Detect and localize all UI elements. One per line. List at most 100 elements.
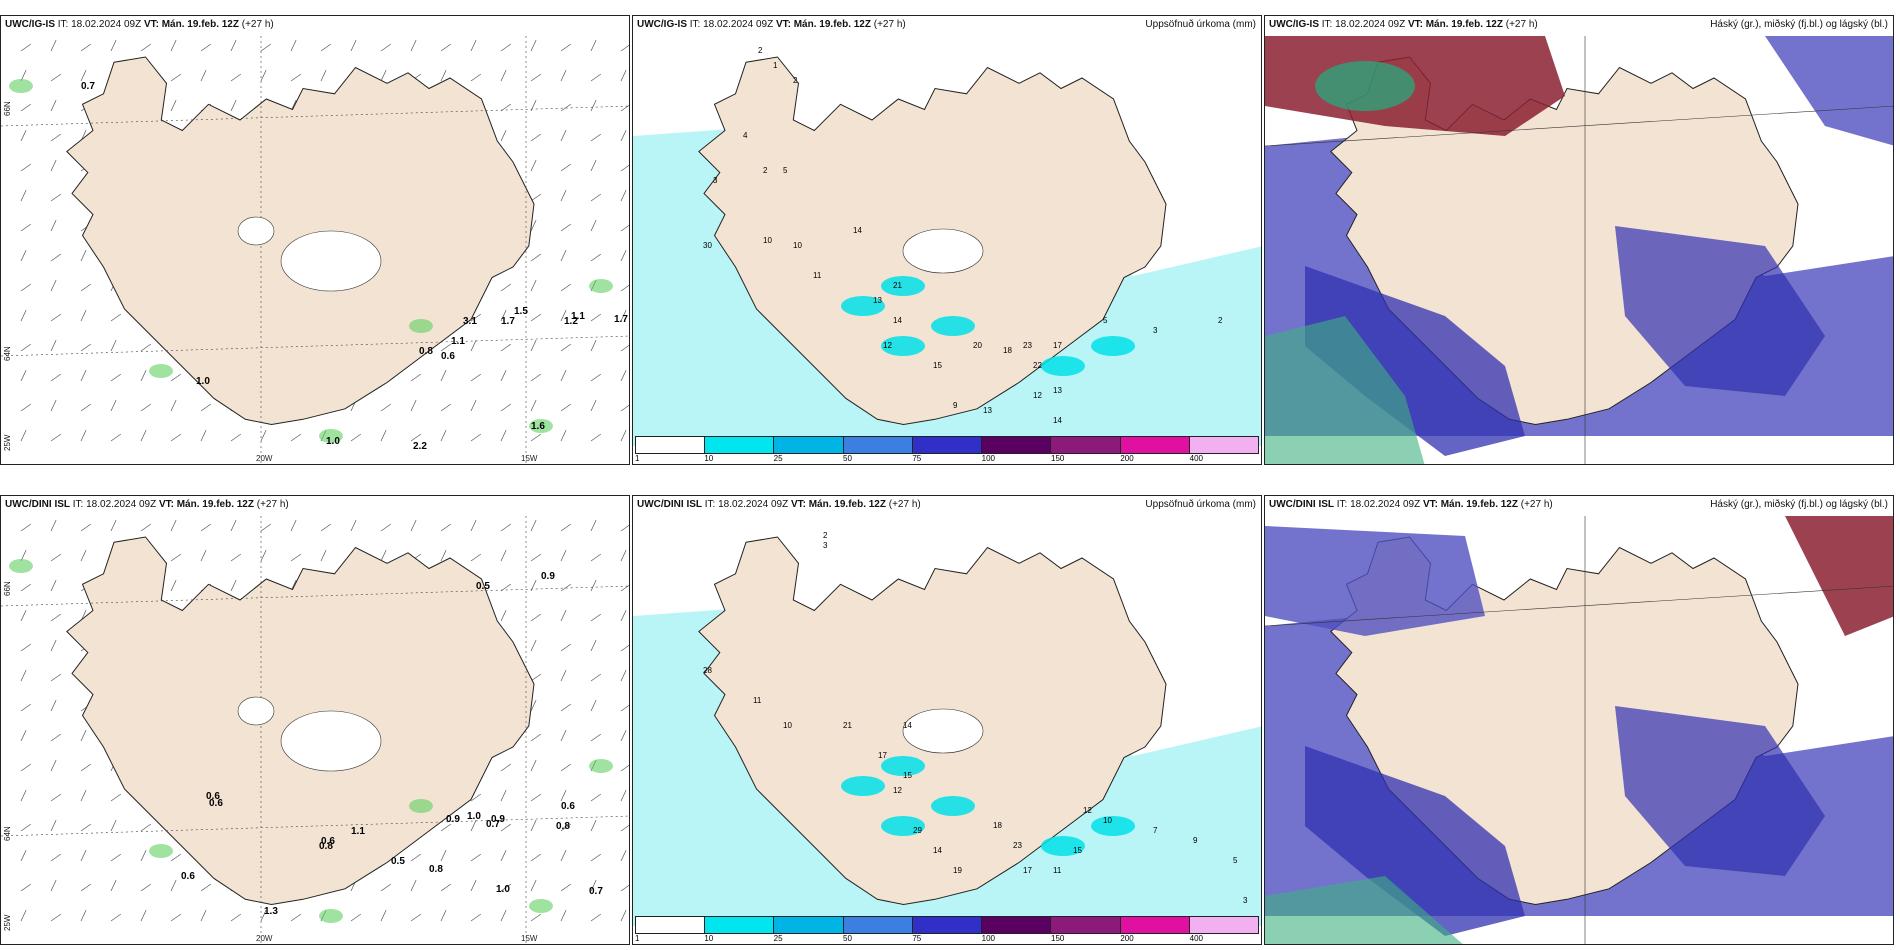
wind-barb bbox=[20, 643, 32, 652]
wind-barb bbox=[20, 583, 32, 592]
wind-barb bbox=[440, 523, 452, 532]
wind-barb bbox=[320, 43, 332, 52]
wind-barb bbox=[80, 729, 87, 742]
wind-barb bbox=[560, 609, 567, 622]
precip-blob bbox=[409, 799, 433, 813]
wind-barb bbox=[470, 313, 482, 322]
wind-barb bbox=[560, 189, 567, 202]
wind-barb bbox=[140, 429, 147, 442]
colorbar-swatch bbox=[1120, 437, 1190, 453]
cloud-high-green bbox=[1265, 316, 1425, 464]
map-value: 1.6 bbox=[531, 421, 545, 432]
wind-barb bbox=[50, 279, 57, 292]
precip-blob bbox=[589, 279, 613, 293]
wind-barb bbox=[620, 249, 627, 262]
wind-barb bbox=[80, 309, 87, 322]
wind-barb bbox=[20, 343, 32, 352]
map-value: 1.0 bbox=[326, 436, 340, 447]
wind-barb bbox=[110, 819, 117, 832]
wind-barb bbox=[290, 913, 302, 922]
wind-barb bbox=[80, 549, 87, 562]
wind-barb bbox=[440, 43, 452, 52]
colorbar-label: 150 bbox=[1051, 454, 1065, 463]
wind-barb bbox=[440, 429, 447, 442]
wind-barb bbox=[620, 849, 627, 862]
map-value: 1.7 bbox=[614, 314, 628, 325]
wind-barb bbox=[140, 909, 147, 922]
panel-wind-bottom: UWC/DINI ISL IT: 18.02.2024 09Z VT: Mán.… bbox=[0, 495, 630, 945]
wind-barb bbox=[410, 913, 422, 922]
map-value: 12 bbox=[1033, 391, 1042, 400]
colorbar-swatch bbox=[1051, 437, 1121, 453]
latitude-line bbox=[1, 585, 629, 607]
wind-barb bbox=[20, 369, 27, 382]
wind-barb bbox=[440, 369, 447, 382]
wind-barb bbox=[530, 673, 542, 682]
wind-barb bbox=[500, 283, 512, 292]
wind-barb bbox=[80, 429, 87, 442]
map-value: 13 bbox=[1053, 386, 1062, 395]
precip-colorbar: 1 10 25 50 75 100 150 200 400 bbox=[635, 916, 1259, 943]
precip-colorbar: 1 10 25 50 75 100 150 200 400 bbox=[635, 436, 1259, 463]
wind-barb bbox=[20, 403, 32, 412]
wind-barb bbox=[500, 309, 507, 322]
wind-barb bbox=[50, 39, 57, 52]
precip-blob bbox=[149, 364, 173, 378]
wind-barb bbox=[50, 73, 62, 82]
map-value: 0.6 bbox=[209, 798, 223, 809]
wind-barb bbox=[560, 343, 572, 352]
wind-barb bbox=[50, 159, 57, 172]
map-value: 0.6 bbox=[441, 351, 455, 362]
map-value: 10 bbox=[783, 721, 792, 730]
wind-barb bbox=[590, 133, 602, 142]
panel-title: Háský (gr.), miðský (fj.bl.) og lágský (… bbox=[1708, 19, 1890, 30]
map-value: 14 bbox=[1053, 416, 1062, 425]
wind-barb bbox=[620, 189, 627, 202]
wind-barb bbox=[350, 519, 357, 532]
map-value: 2 bbox=[763, 166, 768, 175]
wind-barb bbox=[620, 884, 629, 892]
wind-barb bbox=[20, 223, 32, 232]
wind-barb bbox=[50, 793, 62, 802]
cloud-high bbox=[1785, 516, 1893, 636]
cloud-mid bbox=[1765, 36, 1893, 146]
wind-barb bbox=[470, 519, 477, 532]
wind-barb bbox=[470, 853, 482, 862]
wind-barb bbox=[20, 669, 27, 682]
colorbar-label: 25 bbox=[773, 934, 783, 943]
colorbar-swatch bbox=[982, 437, 1052, 453]
lon-label: 15W bbox=[521, 934, 538, 943]
colorbar-label: 1 bbox=[635, 454, 640, 463]
wind-barb bbox=[410, 39, 417, 52]
cloud-map bbox=[1265, 16, 1893, 464]
map-value: 11 bbox=[813, 271, 822, 280]
wind-barb bbox=[590, 819, 597, 832]
wind-barb bbox=[20, 103, 32, 112]
wind-barb bbox=[530, 219, 537, 232]
glacier bbox=[902, 708, 984, 754]
wind-barb bbox=[170, 373, 182, 382]
wind-barb bbox=[20, 703, 32, 712]
wind-barb bbox=[380, 883, 392, 892]
wind-barb bbox=[170, 519, 177, 532]
wind-barb bbox=[260, 69, 267, 82]
wind-barb bbox=[620, 584, 629, 592]
wind-barb bbox=[590, 699, 597, 712]
wind-barb bbox=[560, 283, 572, 292]
wind-barb bbox=[620, 549, 627, 562]
map-value: 2.2 bbox=[413, 441, 427, 452]
wind-barb bbox=[230, 39, 237, 52]
glacier bbox=[237, 696, 275, 726]
wind-map bbox=[1, 36, 629, 464]
wind-barb bbox=[410, 519, 417, 532]
wind-barb bbox=[620, 704, 629, 712]
wind-barb bbox=[410, 373, 422, 382]
map-value: 1.0 bbox=[496, 884, 510, 895]
wind-barb bbox=[20, 163, 32, 172]
wind-barb bbox=[590, 613, 602, 622]
wind-barb bbox=[80, 789, 87, 802]
wind-barb bbox=[500, 129, 507, 142]
wind-barb bbox=[470, 73, 482, 82]
colorbar-swatch bbox=[705, 437, 775, 453]
wind-barb bbox=[110, 793, 122, 802]
